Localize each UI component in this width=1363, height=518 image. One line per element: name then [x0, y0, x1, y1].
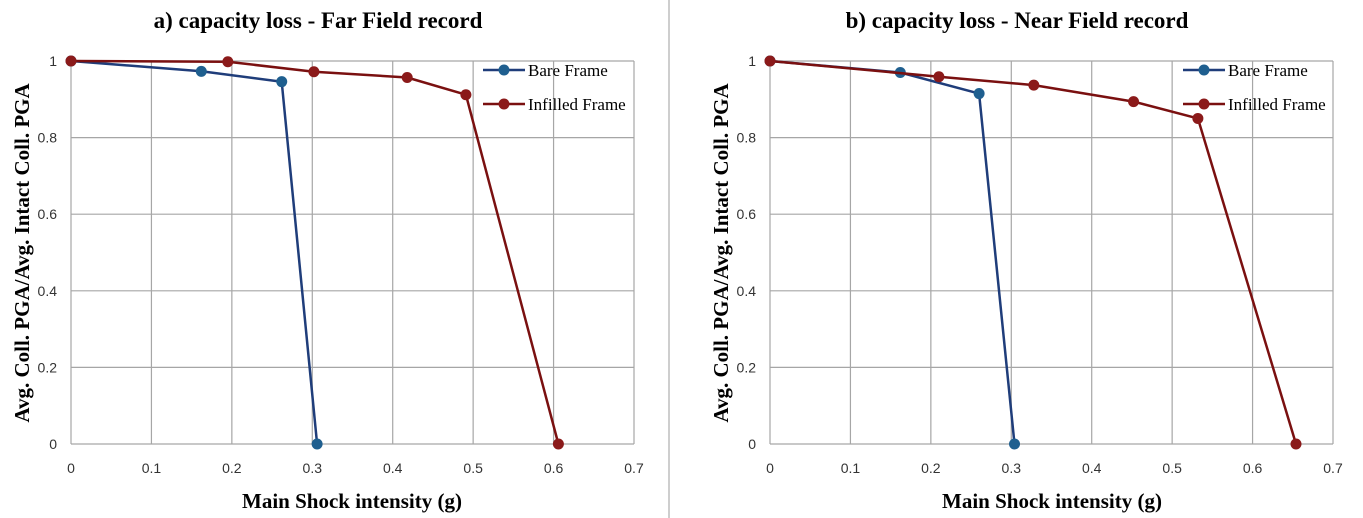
- x-tick-label-b: 0.2: [921, 460, 941, 476]
- legend-label-infilled-frame-b: Infilled Frame: [1228, 95, 1326, 114]
- data-point-infilled-frame-a: [401, 71, 413, 83]
- x-tick-label-a: 0.7: [624, 460, 644, 476]
- x-tick-label-b: 0.6: [1243, 460, 1263, 476]
- data-point-infilled-frame-a: [222, 56, 234, 68]
- data-point-infilled-frame-a: [460, 89, 472, 101]
- legend-item-bare-frame-b: Bare Frame: [1183, 61, 1308, 80]
- x-tick-label-a: 0.6: [544, 460, 564, 476]
- data-point-infilled-frame-a: [308, 66, 320, 78]
- y-tick-label-b: 0: [748, 436, 756, 452]
- x-tick-label-b: 0.3: [1002, 460, 1022, 476]
- legend-marker-bare-frame-a: [498, 64, 510, 76]
- legend-label-bare-frame-a: Bare Frame: [528, 61, 608, 80]
- y-tick-label-a: 0.2: [38, 359, 58, 375]
- data-point-bare-frame-b: [973, 88, 985, 100]
- x-tick-label-a: 0.2: [222, 460, 242, 476]
- legend-marker-bare-frame-b: [1198, 64, 1210, 76]
- data-point-bare-frame-a: [195, 65, 207, 77]
- x-tick-label-b: 0.1: [841, 460, 861, 476]
- data-point-infilled-frame-a: [65, 55, 77, 67]
- chart-title-a: a) capacity loss - Far Field record: [154, 8, 483, 33]
- x-tick-label-a: 0: [67, 460, 75, 476]
- legend-marker-infilled-frame-b: [1198, 98, 1210, 110]
- chart-title-b: b) capacity loss - Near Field record: [846, 8, 1189, 33]
- y-tick-label-b: 1: [748, 53, 756, 69]
- y-tick-label-a: 0: [49, 436, 57, 452]
- y-tick-label-b: 0.4: [737, 283, 757, 299]
- x-axis-label-a: Main Shock intensity (g): [242, 489, 462, 513]
- data-point-infilled-frame-b: [1290, 438, 1302, 450]
- y-tick-label-b: 0.6: [737, 206, 757, 222]
- x-tick-label-a: 0.1: [142, 460, 162, 476]
- y-axis-label-b: Avg. Coll. PGA/Avg. Intact Coll. PGA: [709, 83, 733, 423]
- legend-b: Bare Frame Infilled Frame: [1183, 61, 1326, 114]
- legend-item-bare-frame-a: Bare Frame: [483, 61, 608, 80]
- data-point-bare-frame-a: [311, 438, 323, 450]
- x-tick-label-b: 0.4: [1082, 460, 1102, 476]
- legend-label-bare-frame-b: Bare Frame: [1228, 61, 1308, 80]
- series-line-bare-frame-b: [769, 59, 1016, 445]
- legend-item-infilled-frame-b: Infilled Frame: [1183, 95, 1326, 114]
- y-tick-label-b: 0.2: [737, 359, 757, 375]
- plot-area-b: 0 0.1 0.2 0.3 0.4 0.5 0.6 0.7 0 0.2 0.4 0.6 0.8 1: [737, 53, 1343, 476]
- series-line-infilled-frame-b: [769, 59, 1298, 445]
- x-tick-label-a: 0.5: [463, 460, 483, 476]
- y-tick-label-a: 0.6: [38, 206, 58, 222]
- data-point-infilled-frame-b: [1128, 96, 1140, 108]
- x-axis-label-b: Main Shock intensity (g): [942, 489, 1162, 513]
- data-point-infilled-frame-b: [933, 71, 945, 83]
- y-tick-label-a: 0.8: [38, 130, 58, 146]
- series-line-bare-frame-a: [70, 59, 319, 445]
- data-point-bare-frame-a: [276, 76, 288, 88]
- data-point-infilled-frame-a: [552, 438, 564, 450]
- legend-marker-infilled-frame-a: [498, 98, 510, 110]
- legend-item-infilled-frame-a: Infilled Frame: [483, 95, 626, 114]
- data-point-infilled-frame-b: [1192, 112, 1204, 124]
- x-tick-label-b: 0: [766, 460, 774, 476]
- y-tick-label-a: 1: [49, 53, 57, 69]
- y-tick-label-a: 0.4: [38, 283, 58, 299]
- chart-panel-a: a) capacity loss - Far Field record 0 0.1…: [10, 8, 644, 513]
- y-tick-label-b: 0.8: [737, 130, 757, 146]
- y-axis-label-a: Avg. Coll. PGA/Avg. Intact Coll. PGA: [10, 83, 34, 423]
- data-point-infilled-frame-b: [764, 55, 776, 67]
- data-point-bare-frame-b: [1009, 438, 1021, 450]
- series-line-infilled-frame-a: [70, 59, 560, 445]
- x-tick-label-b: 0.5: [1162, 460, 1182, 476]
- legend-a: Bare Frame Infilled Frame: [483, 61, 626, 114]
- plot-area-a: 0 0.1 0.2 0.3 0.4 0.5 0.6 0.7 0 0.2 0.4 0.6 0.8 1: [38, 53, 644, 476]
- data-point-infilled-frame-b: [1028, 79, 1040, 91]
- x-tick-label-a: 0.4: [383, 460, 403, 476]
- legend-label-infilled-frame-a: Infilled Frame: [528, 95, 626, 114]
- x-tick-label-b: 0.7: [1323, 460, 1343, 476]
- chart-panel-b: b) capacity loss - Near Field record 0 0.…: [709, 8, 1343, 513]
- x-tick-label-a: 0.3: [303, 460, 323, 476]
